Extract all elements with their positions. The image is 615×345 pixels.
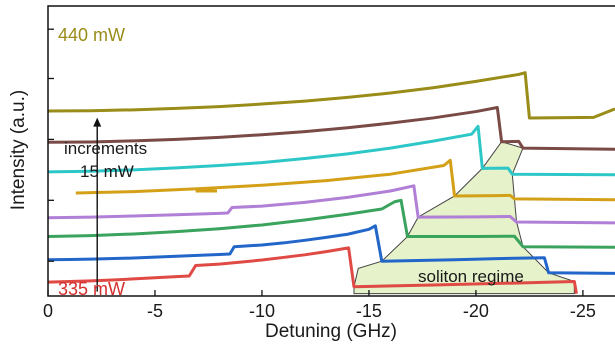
series-line-8 [47,71,615,120]
x-tick-label: -10 [249,301,275,321]
y-axis-label: Intensity (a.u.) [8,90,29,210]
plot-frame [47,5,615,297]
series-line-3 [47,198,615,249]
series-line-7 [47,106,615,151]
x-ticks: 0 -5 -10 -15 -20 -25 [43,28,596,321]
series-line-4 [47,184,615,225]
series-layer [47,71,615,294]
x-tick-label: -5 [147,301,163,321]
series-line-5 [75,158,615,202]
series-line-2 [47,224,615,275]
series-line-6 [47,124,615,177]
top-power-label: 440 mW [58,25,125,45]
x-axis-label: Detuning (GHz) [265,321,397,342]
plot-area [47,71,615,295]
x-tick-label: -25 [570,301,596,321]
x-tick-label: -15 [356,301,382,321]
increment-arrowhead [93,117,102,127]
series-line-1 [47,246,578,294]
increments-label: increments [64,139,147,158]
soliton-regime-label: soliton regime [418,267,524,286]
increment-step-label: 15 mW [80,162,134,181]
x-tick-label: 0 [43,301,53,321]
x-tick-label: -20 [463,301,489,321]
bottom-power-label: 335 mW [58,279,125,299]
